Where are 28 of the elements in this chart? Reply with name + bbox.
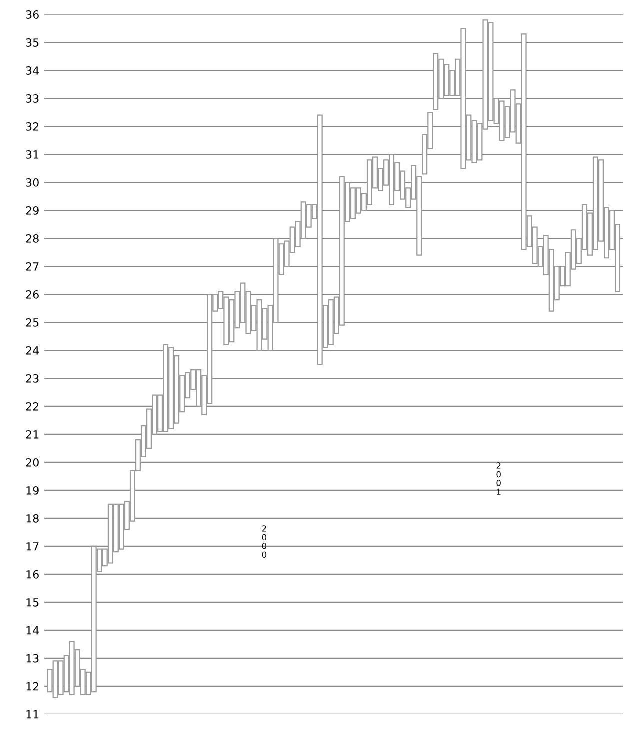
y-tick-label: 29 (26, 206, 39, 215)
y-tick-label: 23 (26, 374, 39, 383)
y-tick-label: 24 (26, 346, 40, 355)
y-tick-label: 25 (26, 318, 39, 327)
y-tick-label: 20 (26, 458, 39, 467)
y-tick-label: 35 (26, 38, 39, 47)
y-tick-label: 28 (26, 234, 39, 243)
y-tick-label: 12 (26, 682, 39, 691)
y-tick-label: 21 (26, 430, 39, 439)
y-tick-label: 31 (26, 150, 39, 159)
y-tick-label: 22 (26, 402, 39, 411)
y-tick-label: 19 (26, 486, 39, 495)
y-tick-label: 30 (26, 178, 39, 187)
y-tick-label: 34 (26, 66, 40, 75)
annotation: 2000 (262, 526, 267, 558)
y-tick-label: 32 (26, 122, 39, 131)
y-tick-label: 27 (26, 262, 39, 271)
y-tick-label: 14 (26, 626, 40, 635)
annotation: 2001 (496, 462, 501, 495)
y-tick-label: 13 (26, 654, 39, 663)
y-tick-label: 36 (26, 10, 39, 19)
y-tick-label: 33 (26, 94, 39, 103)
y-tick-label: 16 (26, 570, 39, 579)
y-tick-label: 26 (26, 290, 39, 299)
y-tick-label: 11 (26, 710, 39, 719)
y-tick-label: 17 (26, 542, 39, 551)
y-tick-label: 15 (26, 598, 39, 607)
y-tick-label: 18 (26, 514, 39, 523)
